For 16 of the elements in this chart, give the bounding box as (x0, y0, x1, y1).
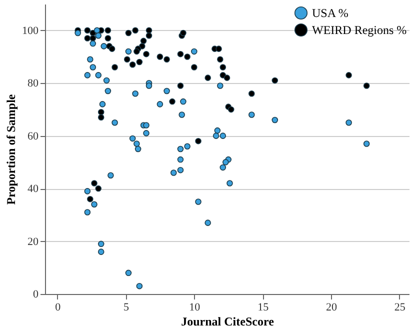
legend-label: WEIRD Regions % (312, 23, 407, 37)
y-tick-label: 0 (33, 288, 39, 300)
y-axis-title: Proportion of Sample (4, 94, 18, 205)
y-tick-label: 80 (28, 78, 39, 90)
x-tick-label: 15 (258, 302, 270, 314)
x-tick-label: 0 (55, 302, 62, 314)
y-tick-label: 60 (28, 130, 39, 142)
y-tick-label: 40 (28, 183, 39, 196)
y-tick-label: 100 (22, 24, 39, 37)
legend-label: USA % (312, 6, 348, 20)
x-tick-label: 10 (189, 302, 201, 314)
x-tick-label: 25 (394, 302, 406, 314)
x-axis-title: Journal CiteScore (181, 314, 275, 328)
x-tick-label: 20 (326, 302, 338, 314)
y-tick-label: 20 (28, 236, 39, 248)
x-tick-label: 5 (123, 302, 130, 314)
